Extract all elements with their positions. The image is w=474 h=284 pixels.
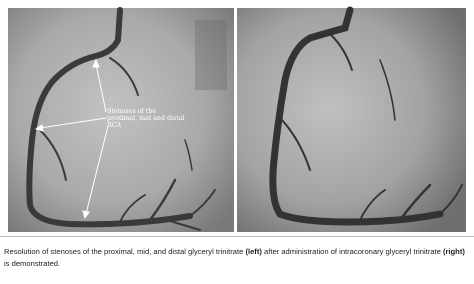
caption-bold: (right) — [442, 247, 465, 256]
caption-text: after administration of intracoronary gl… — [261, 247, 443, 256]
caption-bold: (left) — [245, 247, 262, 256]
right-vessels — [269, 6, 463, 226]
left-shadow — [195, 20, 227, 90]
left-vessels — [26, 7, 216, 231]
caption-text: Resolution of stenoses of the proximal, … — [4, 247, 246, 256]
caption: Resolution of stenoses of the proximal, … — [0, 236, 474, 284]
left-angiogram — [8, 8, 234, 232]
annotation: Stenoses of the proximal, mid and distal… — [107, 108, 185, 130]
caption-text: is demonstrated. — [4, 247, 468, 268]
figure — [8, 6, 466, 232]
annotation-arrows — [34, 58, 109, 220]
